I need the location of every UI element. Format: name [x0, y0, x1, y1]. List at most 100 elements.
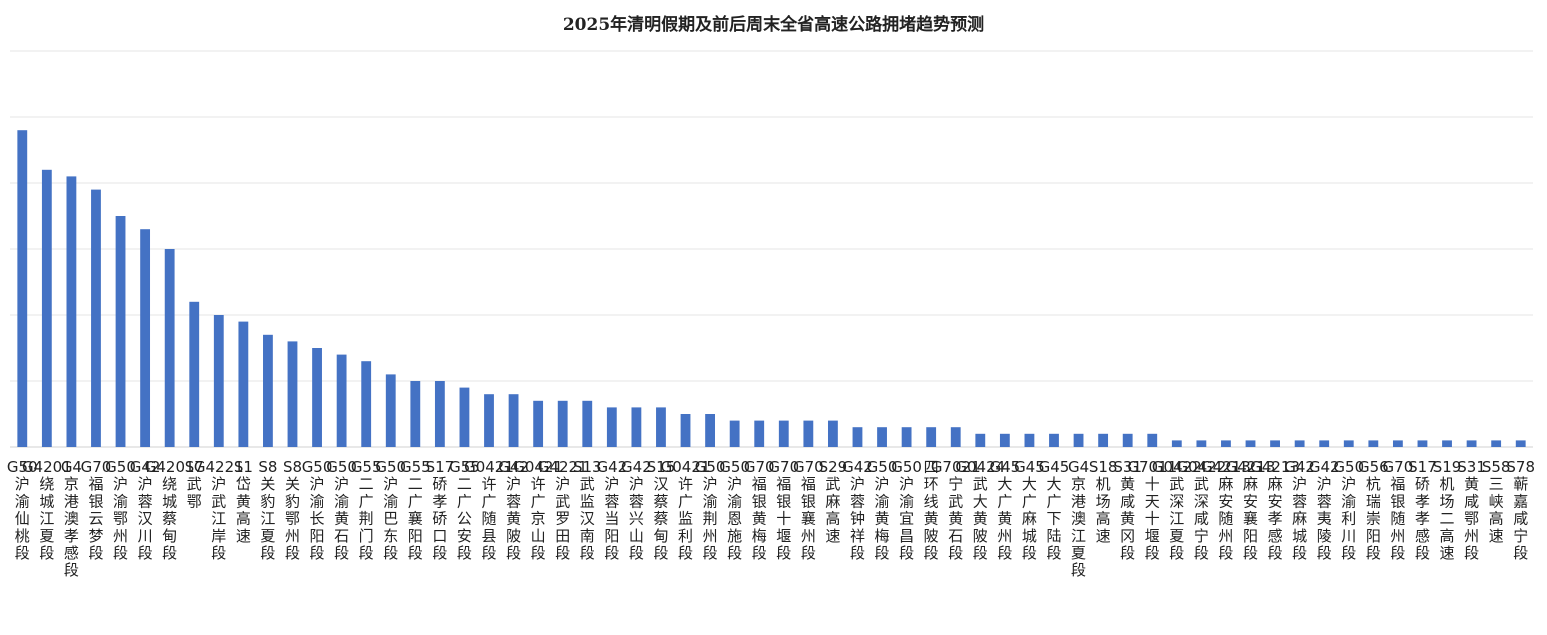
x-tick-label: S7 武鄂	[185, 458, 204, 510]
bar	[877, 427, 887, 447]
x-tick-label: G55 二广襄阳段	[400, 458, 431, 562]
x-tick-label: G7011 十天十堰段	[1127, 458, 1177, 562]
bar	[140, 229, 151, 447]
x-tick-label: G50 沪渝长阳段	[302, 458, 333, 562]
bar	[1294, 440, 1305, 447]
bar	[557, 400, 568, 447]
bar	[41, 169, 52, 448]
x-tick-label: G42 沪蓉汉川段	[130, 458, 161, 562]
x-tick-label: G50 沪渝鄂州段	[105, 458, 136, 562]
x-tick-label: G42 沪蓉兴山段	[621, 458, 652, 562]
x-tick-label: G0424 武大黄陂段	[955, 458, 1005, 562]
bar	[434, 381, 445, 447]
x-tick-label: G50 沪渝黄梅段	[867, 458, 898, 562]
bar	[410, 381, 421, 447]
bar	[852, 427, 863, 447]
bar	[213, 315, 224, 447]
x-tick-label: S78 蕲嘉咸宁段	[1506, 458, 1535, 562]
bar	[1270, 440, 1280, 447]
bar	[1098, 433, 1109, 447]
x-tick-label: G4 京港澳孝感段	[61, 458, 82, 579]
x-tick-label: G50 沪渝黄石段	[326, 458, 357, 562]
x-tick-label: G0421 许广京山段	[513, 458, 563, 562]
x-tick-label: S8 关豹鄂州段	[283, 458, 302, 562]
bar	[1024, 433, 1035, 447]
bar	[508, 394, 519, 447]
x-tick-label: G0421 许广随县段	[464, 458, 514, 562]
x-tick-label: S31 黄咸鄂州段	[1457, 458, 1486, 562]
x-tick-label: G50 沪渝恩施段	[719, 458, 750, 562]
x-tick-label: G42 沪蓉黄陂段	[498, 458, 529, 562]
x-tick-label: S17 硚孝硚口段	[426, 458, 455, 562]
bar	[1515, 440, 1526, 447]
x-tick-label: G42 沪蓉当阳段	[596, 458, 627, 562]
bar	[901, 427, 912, 447]
bar	[926, 427, 937, 447]
bar	[17, 130, 28, 447]
bar	[680, 414, 691, 447]
bar	[1392, 440, 1403, 447]
x-tick-label: S15 汉蔡蔡甸段	[647, 458, 676, 562]
bar	[1245, 440, 1256, 447]
bar	[631, 407, 642, 447]
bar	[1122, 433, 1133, 447]
x-tick-label: 四环线黄陂段	[924, 458, 939, 562]
x-tick-label: G50 沪渝仙桃段	[7, 458, 38, 562]
x-tick-label: G0422 武深江夏段	[1152, 458, 1202, 562]
x-tick-label: G4 京港澳江夏段	[1068, 458, 1089, 579]
bar	[459, 387, 470, 447]
x-tick-label: S1 岱黄高速	[234, 458, 253, 545]
bar	[803, 420, 814, 447]
x-tick-label: G4213 麻安襄阳段	[1226, 458, 1276, 562]
x-tick-label: G4201 绕城江夏段	[22, 458, 72, 562]
x-tick-label: G70 福银襄州段	[793, 458, 824, 562]
bar	[1196, 440, 1207, 447]
bar	[1049, 433, 1059, 447]
bar	[1171, 440, 1182, 447]
bar	[606, 407, 617, 447]
bar	[1221, 440, 1231, 447]
x-tick-label: G50 沪渝巴东段	[375, 458, 406, 562]
x-tick-label: G0422 武深咸宁段	[1176, 458, 1226, 562]
bar	[164, 249, 175, 447]
bar	[1319, 440, 1330, 447]
x-tick-label: G70 福银随州段	[1383, 458, 1414, 562]
bar	[533, 400, 544, 447]
x-tick-label: G0421 许广监利段	[661, 458, 711, 562]
x-tick-label: G45 大广下陆段	[1039, 458, 1070, 562]
bar	[950, 427, 961, 447]
bar	[705, 414, 716, 447]
bar	[656, 407, 666, 447]
x-tick-label: G4221 沪武江岸段	[194, 458, 244, 562]
x-tick-label: G50 沪渝荆州段	[695, 458, 726, 562]
bar	[1466, 440, 1477, 447]
x-tick-label: G50 沪渝利川段	[1333, 458, 1364, 562]
bar	[827, 420, 838, 447]
x-tick-label: G42 沪蓉麻城段	[1284, 458, 1315, 562]
bars	[17, 130, 1526, 448]
bar	[778, 420, 789, 447]
x-tick-label: S29 武麻高速	[819, 458, 848, 545]
x-tick-label: S17 硚孝孝感段	[1408, 458, 1437, 562]
x-tick-label: S8 关豹江夏段	[258, 458, 277, 562]
bar	[729, 420, 740, 447]
x-tick-label: G7021 宁武黄石段	[931, 458, 981, 562]
bar	[312, 348, 322, 447]
bar	[66, 176, 77, 447]
bar	[1343, 440, 1354, 447]
bar	[1368, 440, 1379, 447]
x-tick-label: S31 黄咸黄冈段	[1113, 458, 1142, 562]
x-tick-label: G4213 麻安随州段	[1201, 458, 1251, 562]
chart-title: 2025年清明假期及前后周末全省高速公路拥堵趋势预测	[562, 15, 985, 35]
bar	[1442, 440, 1452, 447]
bar	[115, 216, 126, 447]
x-tick-label: S18 机场高速	[1089, 458, 1118, 545]
bar	[1491, 440, 1502, 447]
bar	[91, 189, 101, 447]
x-tick-label: G70 福银黄梅段	[744, 458, 775, 562]
bar	[1417, 440, 1428, 447]
x-tick-label: G4201 绕城蔡甸段	[145, 458, 195, 562]
x-tick-label: G56 杭瑞崇阳段	[1358, 458, 1389, 562]
